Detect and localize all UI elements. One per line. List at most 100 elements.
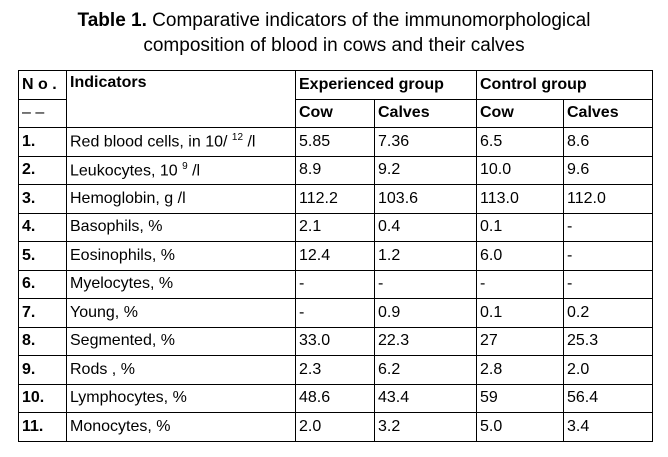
value-cell: 2.0 <box>563 355 653 385</box>
indicator-text: Segmented, % <box>70 332 175 350</box>
indicator-text: Lymphocytes, % <box>70 389 187 407</box>
data-table: N o . Indicators Experienced group Control … <box>18 70 653 442</box>
table-row: 11. Monocytes, % 2.0 3.2 5.0 3.4 <box>18 412 653 442</box>
indicator-text: Monocytes, % <box>70 417 171 435</box>
subcolumn-header: Calves <box>563 98 653 128</box>
header-row: N o . Indicators Experienced group Control … <box>18 70 653 128</box>
indicator-cell: Leukocytes, 10 9 /l <box>66 155 296 185</box>
value-cell: 8.9 <box>295 155 375 185</box>
value-cell: 112.0 <box>563 184 653 214</box>
row-number: 11. <box>18 412 67 442</box>
value-cell: 0.1 <box>476 212 564 242</box>
indicator-cell: Segmented, % <box>66 326 296 356</box>
value-cell: - <box>563 212 653 242</box>
table-row: 10. Lymphocytes, % 48.6 43.4 59 56.4 <box>18 383 653 413</box>
value-cell: 48.6 <box>295 383 375 413</box>
indicator-sup: 12 <box>231 132 244 144</box>
header-cell: Indicators <box>66 70 296 128</box>
table-row: 2. Leukocytes, 10 9 /l 8.9 9.2 10.0 9.6 <box>18 155 653 185</box>
indicator-text: Leukocytes, 10 <box>70 161 178 179</box>
indicator-cell: Monocytes, % <box>66 412 296 442</box>
indicator-cell: Rods , % <box>66 355 296 385</box>
row-number: 8. <box>18 326 67 356</box>
value-cell: 12.4 <box>295 241 375 271</box>
value-cell: 0.4 <box>374 212 477 242</box>
subcolumn-header: Cow <box>295 98 375 128</box>
indicator-cell: Red blood cells, in 10/ 12 /l <box>66 127 296 157</box>
indicator-text: Basophils, % <box>70 218 163 236</box>
value-cell: 2.0 <box>295 412 375 442</box>
row-number: 6. <box>18 269 67 299</box>
value-cell: 9.2 <box>374 155 477 185</box>
indicator-text: Hemoglobin, g /l <box>70 189 186 207</box>
value-cell: - <box>563 241 653 271</box>
indicator-cell: Myelocytes, % <box>66 269 296 299</box>
indicator-text: Young, % <box>70 303 138 321</box>
value-cell: 0.9 <box>374 298 477 328</box>
indicator-unit: /l <box>247 133 256 151</box>
value-cell: 113.0 <box>476 184 564 214</box>
value-cell: 6.0 <box>476 241 564 271</box>
table-row: 3. Hemoglobin, g /l 112.2 103.6 113.0 112.0 <box>18 184 653 214</box>
row-number: 7. <box>18 298 67 328</box>
row-number: 10. <box>18 383 67 413</box>
indicator-text: Eosinophils, % <box>70 246 175 264</box>
value-cell: 3.4 <box>563 412 653 442</box>
value-cell: - <box>476 269 564 299</box>
table-row: 9. Rods , % 2.3 6.2 2.8 2.0 <box>18 355 653 385</box>
value-cell: 56.4 <box>563 383 653 413</box>
value-cell: 0.1 <box>476 298 564 328</box>
value-cell: 6.5 <box>476 127 564 157</box>
row-number: 5. <box>18 241 67 271</box>
row-number: 1. <box>18 127 67 157</box>
value-cell: 2.3 <box>295 355 375 385</box>
indicator-sup: 9 <box>182 160 188 172</box>
value-cell: - <box>374 269 477 299</box>
value-cell: - <box>563 269 653 299</box>
indicator-text: Myelocytes, % <box>70 275 174 293</box>
indicator-cell: Basophils, % <box>66 212 296 242</box>
value-cell: 27 <box>476 326 564 356</box>
row-number: 9. <box>18 355 67 385</box>
value-cell: - <box>295 269 375 299</box>
row-number: 3. <box>18 184 67 214</box>
value-cell: 3.2 <box>374 412 477 442</box>
table-row: 5. Eosinophils, % 12.4 1.2 6.0- <box>18 241 653 271</box>
title-line: composition of blood in cows and their c… <box>143 35 525 56</box>
indicator-cell: Hemoglobin, g /l <box>66 184 296 214</box>
group-header: Experienced group <box>295 70 477 100</box>
value-cell: 9.6 <box>563 155 653 185</box>
row-number: 4. <box>18 212 67 242</box>
value-cell: 112.2 <box>295 184 375 214</box>
indicator-text: Red blood cells, in 10/ <box>70 133 228 151</box>
value-cell: 59 <box>476 383 564 413</box>
indicator-cell: Lymphocytes, % <box>66 383 296 413</box>
value-cell: 7.36 <box>374 127 477 157</box>
indicator-text: Rods , % <box>70 360 135 378</box>
table-row: 1. Red blood cells, in 10/ 12 /l 5.85 7.36 6… <box>18 127 653 157</box>
header-row: – – Cow Calves Cow Calves <box>18 98 653 128</box>
table-title: Table 1. Comparative indicators of the i… <box>0 8 668 58</box>
value-cell: 33.0 <box>295 326 375 356</box>
value-cell: 5.85 <box>295 127 375 157</box>
indicator-cell: Eosinophils, % <box>66 241 296 271</box>
value-cell: 25.3 <box>563 326 653 356</box>
title-text: Comparative indicators of the immunomorp… <box>152 10 591 31</box>
value-cell: 43.4 <box>374 383 477 413</box>
title-label: Table 1. <box>77 10 147 31</box>
header-cell: N o . <box>18 70 67 100</box>
row-number: 2. <box>18 155 67 185</box>
table-row: 8. Segmented, % 33.0 22.3 27 25.3 <box>18 326 653 356</box>
value-cell: 1.2 <box>374 241 477 271</box>
value-cell: 103.6 <box>374 184 477 214</box>
subcolumn-header: Calves <box>374 98 477 128</box>
value-cell: 8.6 <box>563 127 653 157</box>
indicator-cell: Young, % <box>66 298 296 328</box>
value-cell: 2.1 <box>295 212 375 242</box>
group-header: Control group <box>476 70 653 100</box>
value-cell: - <box>295 298 375 328</box>
value-cell: 2.8 <box>476 355 564 385</box>
table-row: 6. Myelocytes, % - - - - <box>18 269 653 299</box>
table-row: 7. Young, % -0.9 0.1 0.2 <box>18 298 653 328</box>
